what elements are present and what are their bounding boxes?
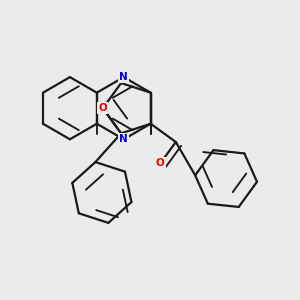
Text: N: N — [119, 134, 128, 144]
Text: O: O — [98, 103, 107, 113]
Text: N: N — [119, 72, 128, 82]
Text: O: O — [156, 158, 165, 168]
